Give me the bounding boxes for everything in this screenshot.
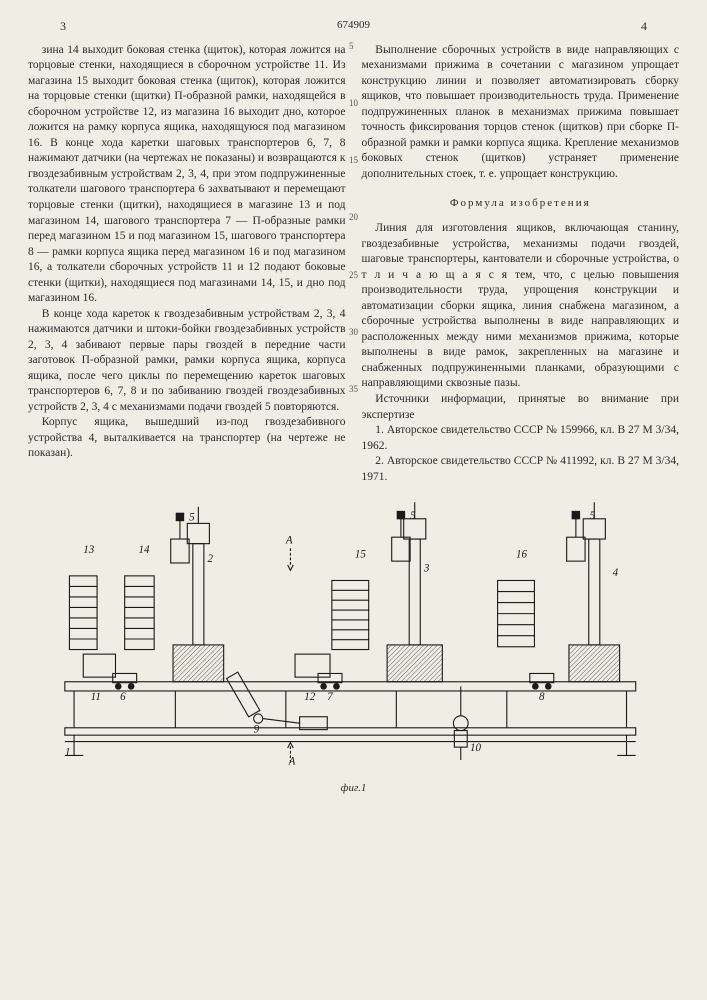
svg-text:A: A xyxy=(288,756,296,768)
right-column: Выполнение сборочных устройств в виде на… xyxy=(362,43,680,485)
svg-text:10: 10 xyxy=(470,742,482,754)
left-column: зина 14 выходит боковая стенка (щиток), … xyxy=(28,43,346,485)
sources-title: Источники информации, принятые во вниман… xyxy=(362,392,680,423)
svg-text:5: 5 xyxy=(590,510,596,522)
figure-1: 1234555678910111213141516AA фиг.1 xyxy=(28,493,679,795)
formula-title: Формула изобретения xyxy=(362,196,680,211)
svg-text:9: 9 xyxy=(254,723,260,735)
source-1: 1. Авторское свидетельство СССР № 159966… xyxy=(362,423,680,454)
left-para-1: зина 14 выходит боковая стенка (щиток), … xyxy=(28,43,346,307)
svg-text:7: 7 xyxy=(327,691,333,703)
right-para-1: Выполнение сборочных устройств в виде на… xyxy=(362,43,680,183)
text-columns: зина 14 выходит боковая стенка (щиток), … xyxy=(28,43,679,485)
left-para-3: Корпус ящика, вышедший из-под гвоздезаби… xyxy=(28,415,346,462)
formula-text: Линия для изготовления ящиков, включающа… xyxy=(362,221,680,392)
svg-text:13: 13 xyxy=(83,544,95,556)
svg-text:1: 1 xyxy=(65,747,71,759)
svg-text:A: A xyxy=(285,535,293,547)
figure-label: фиг.1 xyxy=(28,781,679,796)
svg-text:15: 15 xyxy=(355,549,367,561)
svg-text:16: 16 xyxy=(516,549,528,561)
left-para-2: В конце хода кареток к гвоздезабивным ус… xyxy=(28,307,346,416)
svg-text:8: 8 xyxy=(539,691,545,703)
page-number-right: 4 xyxy=(641,18,647,34)
svg-text:14: 14 xyxy=(139,544,151,556)
svg-text:3: 3 xyxy=(423,562,430,574)
svg-text:11: 11 xyxy=(91,691,101,703)
doc-number: 674909 xyxy=(28,18,679,33)
svg-text:6: 6 xyxy=(120,691,126,703)
technical-drawing: 1234555678910111213141516AA xyxy=(28,493,679,778)
svg-text:2: 2 xyxy=(208,553,214,565)
svg-text:5: 5 xyxy=(189,512,195,524)
svg-text:12: 12 xyxy=(304,691,316,703)
source-2: 2. Авторское свидетельство СССР № 411992… xyxy=(362,454,680,485)
svg-text:5: 5 xyxy=(410,510,416,522)
svg-text:4: 4 xyxy=(613,567,619,579)
page-number-left: 3 xyxy=(60,18,66,34)
